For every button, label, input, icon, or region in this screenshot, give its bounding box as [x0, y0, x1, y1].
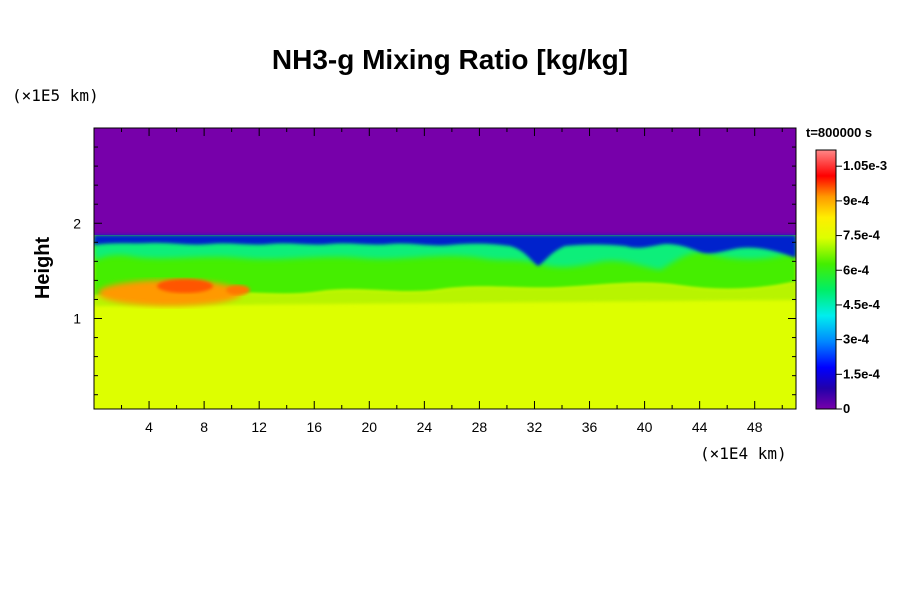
plot-frame [93, 127, 797, 410]
colorbar-tick-label: 4.5e-4 [843, 297, 881, 312]
chart-title: NH3-g Mixing Ratio [kg/kg] [271, 44, 629, 75]
x-tick-label: 48 [747, 419, 763, 435]
x-tick-label: 12 [251, 419, 267, 435]
colorbar-tick-label: 3e-4 [843, 332, 870, 347]
y-axis-unit: (×1E5 km) [12, 86, 99, 105]
x-tick-label: 32 [527, 419, 543, 435]
x-tick-label: 8 [200, 419, 208, 435]
x-tick-label: 40 [637, 419, 653, 435]
x-axis-ticks: 4 8 12 16 20 24 28 32 36 40 44 48 [121, 128, 783, 435]
heatmap-field [94, 128, 796, 409]
x-tick-label: 4 [145, 419, 153, 435]
time-label: t=800000 s [806, 125, 873, 140]
colorbar [815, 149, 837, 410]
x-tick-label: 16 [306, 419, 322, 435]
colorbar-tick-label: 9e-4 [843, 193, 870, 208]
cyan-fringe [94, 238, 796, 270]
upper-layer [94, 128, 796, 235]
x-tick-label: 28 [472, 419, 488, 435]
x-tick-label: 44 [692, 419, 708, 435]
colorbar-tick-label: 0 [843, 401, 850, 416]
colorbar-tick-label: 1.5e-4 [843, 366, 881, 381]
colorbar-tick-label: 6e-4 [843, 262, 870, 277]
y-tick-label: 2 [73, 215, 81, 231]
y-axis-ticks: 12 [73, 146, 796, 396]
x-axis-unit: (×1E4 km) [700, 444, 787, 463]
colorbar-tick-label: 1.05e-3 [843, 158, 887, 173]
transition-band [94, 282, 796, 306]
colorbar-ticks: 1.05e-3 9e-4 7.5e-4 6e-4 4.5e-4 3e-4 1.5e-4 0 [836, 158, 887, 416]
y-axis-title: Height [32, 237, 54, 300]
y-tick-label: 1 [73, 311, 81, 327]
colorbar-tick-label: 7.5e-4 [843, 228, 881, 243]
interface-layer [94, 235, 796, 266]
x-tick-label: 20 [362, 419, 378, 435]
x-tick-label: 36 [582, 419, 598, 435]
x-tick-label: 24 [417, 419, 433, 435]
